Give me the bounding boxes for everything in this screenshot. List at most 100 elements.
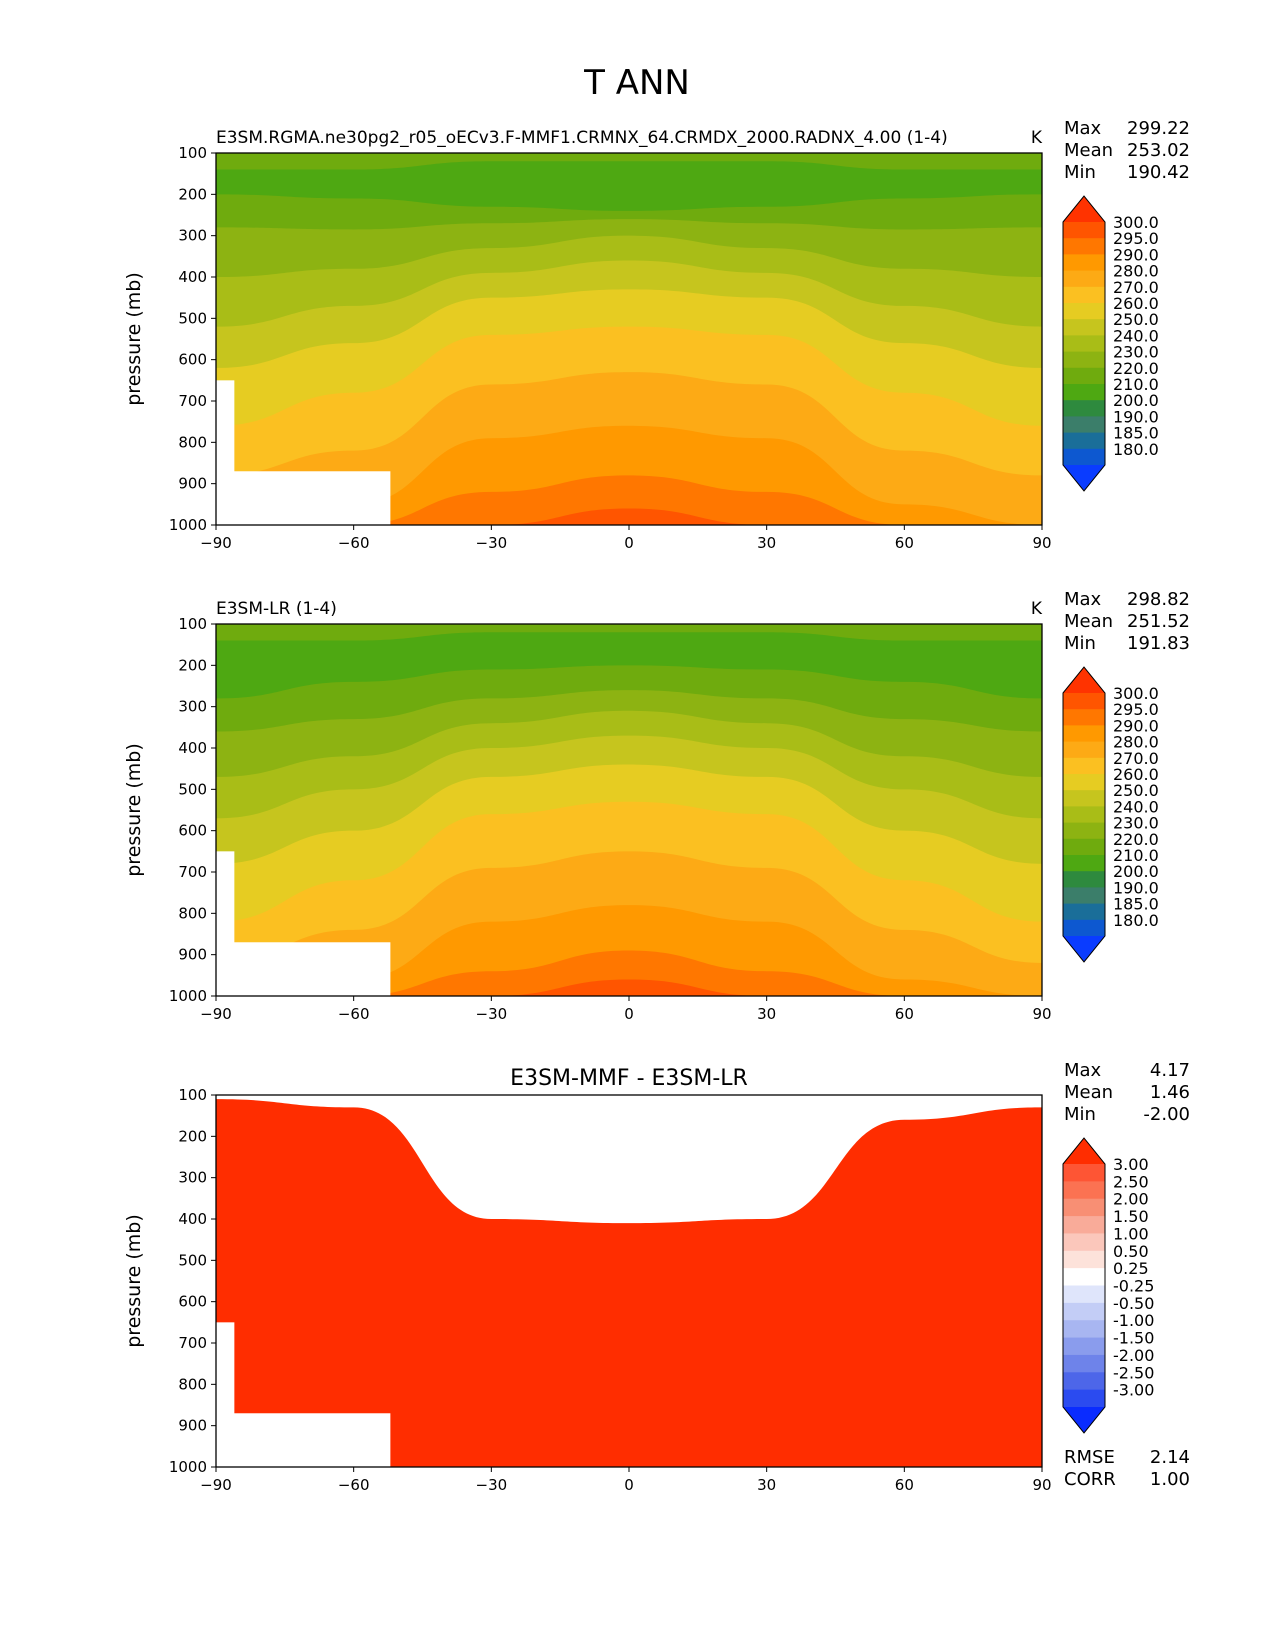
terrain-mask-edge [216,851,235,996]
colorbar-segment [1063,709,1105,726]
x-tick-label: −90 [200,1476,232,1494]
units-label: K [1031,599,1043,619]
band-295 [216,508,1042,525]
y-tick-label: 1000 [169,516,207,534]
colorbar-tick-label: 290.0 [1113,716,1159,735]
colorbar-segment [1063,270,1105,288]
y-tick-label: 900 [178,475,207,493]
colorbar-segment [1063,725,1105,743]
terrain-mask [216,471,391,525]
y-tick-label: 600 [178,351,207,369]
y-tick-label: 500 [178,780,207,798]
colorbar-segment [1063,1389,1105,1408]
y-tick-label: 900 [178,1417,207,1435]
y-tick-label: 100 [178,1086,207,1104]
colorbar-tick-label: 290.0 [1113,245,1159,264]
stat-label: Max [1064,589,1102,610]
stat-value: 191.83 [1127,633,1190,654]
colorbar-tick-label: 210.0 [1113,375,1159,394]
y-tick-label: 300 [178,227,207,245]
panel-title: E3SM-LR (1-4) [216,599,337,619]
x-tick-label: 60 [895,1476,914,1494]
stat-label: RMSE [1064,1447,1115,1468]
y-tick-label: 400 [178,268,207,286]
colorbar-tick-label: -2.00 [1113,1346,1154,1365]
y-tick-label: 200 [178,656,207,674]
y-tick-label: 500 [178,1251,207,1269]
stat-label: CORR [1064,1469,1116,1490]
stat-value: 298.82 [1127,589,1190,610]
x-tick-label: −90 [200,534,232,552]
colorbar-extend-bottom [1063,1407,1105,1433]
contour-field [216,1095,1042,1467]
colorbar-segment [1063,1372,1105,1391]
colorbar-tick-label: 185.0 [1113,424,1159,443]
colorbar-segment [1063,1181,1105,1200]
y-axis-label: pressure (mb) [123,743,145,877]
stat-label: Max [1064,118,1102,139]
colorbar-tick-label: 190.0 [1113,407,1159,426]
colorbar-segment [1063,286,1105,304]
colorbar-segment [1063,416,1105,434]
colorbar-tick-label: 2.00 [1113,1190,1149,1209]
stat-label: Min [1064,633,1096,654]
colorbar-tick-label: 260.0 [1113,765,1159,784]
colorbar-extend-top [1063,196,1105,222]
colorbar-tick-label: 240.0 [1113,326,1159,345]
stat-value: 1.00 [1150,1469,1190,1490]
x-tick-label: 0 [624,1476,634,1494]
x-tick-label: 60 [895,534,914,552]
colorbar-tick-label: 295.0 [1113,229,1159,248]
x-tick-label: 0 [624,1005,634,1023]
colorbar-extend-bottom [1063,936,1105,962]
colorbar-tick-label: 295.0 [1113,700,1159,719]
colorbar-tick-label: 280.0 [1113,262,1159,281]
colorbar-tick-label: -2.50 [1113,1363,1154,1382]
x-tick-label: 30 [757,534,776,552]
colorbar-tick-label: -0.25 [1113,1277,1154,1296]
x-tick-label: −30 [476,1476,508,1494]
x-tick-label: −30 [476,1005,508,1023]
colorbar-tick-label: 250.0 [1113,310,1159,329]
colorbar-segment [1063,822,1105,840]
colorbar-tick-label: 185.0 [1113,895,1159,914]
y-tick-label: 700 [178,392,207,410]
colorbar-extend-top [1063,1138,1105,1164]
colorbar-tick-label: 190.0 [1113,878,1159,897]
colorbar-segment [1063,400,1105,417]
colorbar: 3.002.502.001.501.000.500.25-0.25-0.50-1… [1062,1137,1154,1434]
stat-value: 1.46 [1150,1082,1190,1103]
stat-value: 2.14 [1150,1447,1190,1468]
y-tick-label: 100 [178,144,207,162]
colorbar: 300.0295.0290.0280.0270.0260.0250.0240.0… [1062,195,1159,492]
band-295 [216,979,1042,996]
stat-value: -2.00 [1143,1104,1190,1125]
band-290 [216,950,1042,996]
colorbar-segment [1063,871,1105,888]
colorbar-segment [1063,1250,1105,1269]
y-tick-label: 200 [178,185,207,203]
colorbar-tick-label: 220.0 [1113,359,1159,378]
colorbar-tick-label: 270.0 [1113,749,1159,768]
y-tick-label: 800 [178,1375,207,1393]
y-axis-label: pressure (mb) [123,1214,145,1348]
colorbar-extend-top [1063,667,1105,693]
colorbar-tick-label: 3.00 [1113,1155,1149,1174]
stat-label: Mean [1064,140,1113,161]
colorbar-segment [1063,432,1105,450]
colorbar-segment [1063,806,1105,824]
x-tick-label: 90 [1032,1005,1051,1023]
colorbar-segment [1063,1337,1105,1356]
y-tick-label: 700 [178,863,207,881]
x-tick-label: 60 [895,1005,914,1023]
diff-3 [216,1099,1042,1467]
colorbar-segment [1063,1285,1105,1304]
stat-value: 253.02 [1127,140,1190,161]
colorbar-segment [1063,790,1105,807]
colorbar-tick-label: 1.50 [1113,1207,1149,1226]
x-tick-label: 90 [1032,1476,1051,1494]
y-tick-label: 1000 [169,1458,207,1476]
